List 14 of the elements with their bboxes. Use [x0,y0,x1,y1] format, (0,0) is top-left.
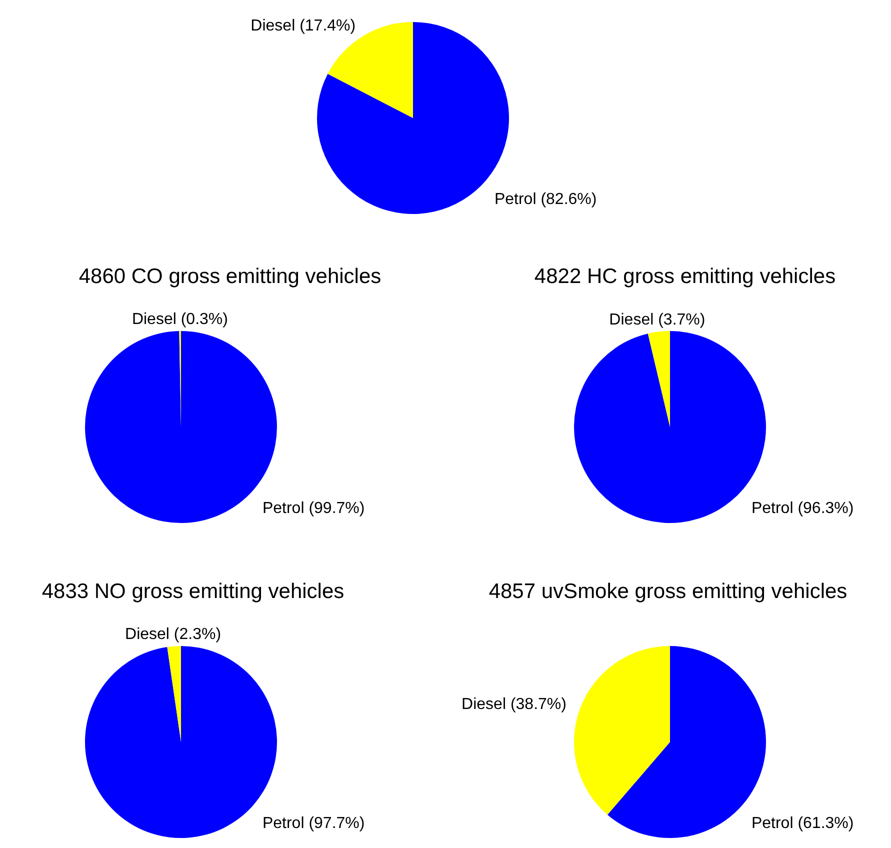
slice-label: Petrol (61.3%) [751,814,854,832]
slice-label: Diesel (38.7%) [462,696,566,714]
chart-title: 4822 HC gross emitting vehicles [534,265,836,289]
slice-label: Petrol (82.6%) [494,190,597,208]
slice-label: Diesel (17.4%) [250,18,356,35]
slice-label: Petrol (96.3%) [751,500,854,517]
slice-label: Diesel (3.7%) [609,312,706,329]
chart-title: 4833 NO gross emitting vehicles [42,580,344,604]
slice-label: Diesel (2.3%) [125,626,222,644]
slice-label: Petrol (97.7%) [262,814,365,832]
slice-label: Petrol (99.7%) [262,500,365,517]
chart-title: 4860 CO gross emitting vehicles [78,265,382,289]
chart-title: 4857 uvSmoke gross emitting vehicles [488,580,848,604]
slice-label: Diesel (0.3%) [132,310,228,328]
